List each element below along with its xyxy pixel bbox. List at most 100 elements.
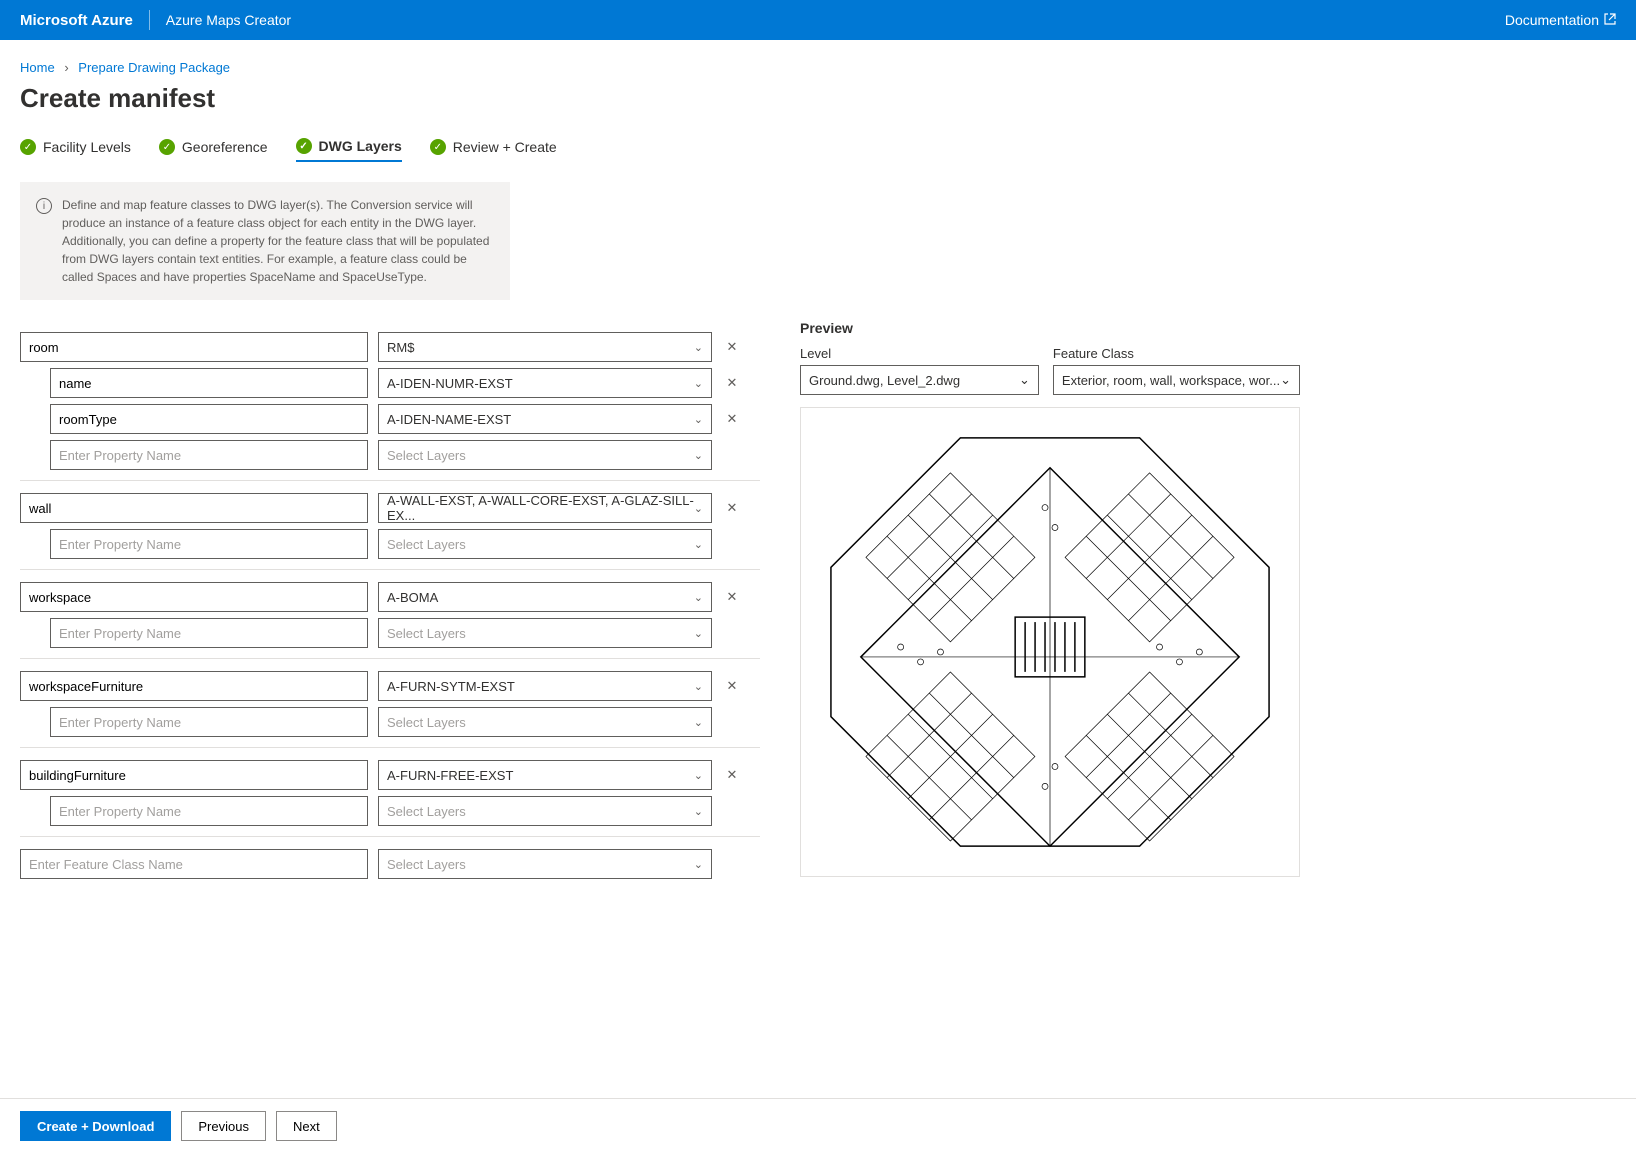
select-value: A-BOMA [387,590,438,605]
layers-select[interactable]: A-BOMA⌄ [378,582,712,612]
next-button[interactable]: Next [276,1111,337,1141]
name-input-empty[interactable] [50,796,368,826]
chevron-down-icon: ⌄ [694,769,703,782]
breadcrumb-home[interactable]: Home [20,60,55,75]
feature-class-row: A-WALL-EXST, A-WALL-CORE-EXST, A-GLAZ-SI… [20,493,760,523]
name-input[interactable] [20,671,368,701]
documentation-link[interactable]: Documentation [1505,12,1616,28]
layers-select[interactable]: Select Layers⌄ [378,849,712,879]
info-box: i Define and map feature classes to DWG … [20,182,510,300]
floor-plan-preview [800,407,1300,877]
chevron-down-icon: ⌄ [694,502,703,515]
preview-fc-label: Feature Class [1053,346,1300,361]
check-icon: ✓ [296,138,312,154]
tab-dwg-layers[interactable]: ✓DWG Layers [296,138,402,162]
header-divider [149,10,150,30]
remove-button[interactable]: ✕ [722,373,742,393]
feature-class-row: A-FURN-SYTM-EXST⌄ ✕ [20,671,760,701]
floor-plan-svg [801,408,1299,876]
layers-select[interactable]: Select Layers ⌄ [378,796,712,826]
select-value: RM$ [387,340,414,355]
brand-name: Microsoft Azure [20,12,133,29]
breadcrumb: Home › Prepare Drawing Package [20,60,1616,75]
select-value: A-WALL-EXST, A-WALL-CORE-EXST, A-GLAZ-SI… [387,493,694,523]
info-text: Define and map feature classes to DWG la… [62,196,494,286]
property-row: A-IDEN-NUMR-EXST⌄ ✕ [20,368,760,398]
name-input[interactable] [20,493,368,523]
chevron-down-icon: ⌄ [694,538,703,551]
select-value: Select Layers [387,448,466,463]
remove-button[interactable]: ✕ [722,498,742,518]
preview-fc-select[interactable]: Exterior, room, wall, workspace, wor... … [1053,365,1300,395]
name-input[interactable] [20,332,368,362]
preview-level-label: Level [800,346,1039,361]
feature-class-row: A-BOMA⌄ ✕ [20,582,760,612]
layers-select[interactable]: Select Layers ⌄ [378,529,712,559]
preview-level-select[interactable]: Ground.dwg, Level_2.dwg ⌄ [800,365,1039,395]
name-input-empty[interactable] [50,529,368,559]
feature-class-block: A-BOMA⌄ ✕ Select Layers⌄ [20,569,760,658]
page-title: Create manifest [20,83,1616,114]
name-input-empty[interactable] [50,618,368,648]
feature-class-block: A-WALL-EXST, A-WALL-CORE-EXST, A-GLAZ-SI… [20,480,760,569]
chevron-down-icon: ⌄ [1280,372,1291,388]
remove-button[interactable]: ✕ [722,337,742,357]
feature-class-block: A-FURN-FREE-EXST ⌄ ✕ Select Layers ⌄ [20,747,760,836]
select-value: Select Layers [387,804,466,819]
azure-top-bar: Microsoft Azure Azure Maps Creator Docum… [0,0,1636,40]
chevron-down-icon: ⌄ [694,449,703,462]
chevron-down-icon: ⌄ [694,858,703,871]
name-input[interactable] [20,582,368,612]
feature-class-row: RM$ ⌄ ✕ [20,332,760,362]
tab-georeference[interactable]: ✓Georeference [159,139,268,161]
remove-button[interactable]: ✕ [722,676,742,696]
tab-label: Facility Levels [43,139,131,155]
tab-label: Review + Create [453,139,557,155]
property-row-empty: Select Layers⌄ [20,707,760,737]
breadcrumb-separator: › [64,60,68,75]
name-input-empty[interactable] [50,707,368,737]
name-input[interactable] [50,368,368,398]
property-row: A-IDEN-NAME-EXST⌄ ✕ [20,404,760,434]
select-value: Select Layers [387,537,466,552]
chevron-down-icon: ⌄ [694,680,703,693]
previous-button[interactable]: Previous [181,1111,266,1141]
tab-review-create[interactable]: ✓ Review + Create [430,139,557,161]
check-icon: ✓ [430,139,446,155]
layers-select[interactable]: A-FURN-FREE-EXST ⌄ [378,760,712,790]
chevron-down-icon: ⌄ [694,716,703,729]
tab-facility-levels[interactable]: ✓ Facility Levels [20,139,131,161]
feature-class-form: RM$⌄✕A-IDEN-NUMR-EXST⌄✕A-IDEN-NAME-EXST⌄… [20,320,760,889]
external-link-icon [1604,12,1616,28]
layers-select[interactable]: Select Layers ⌄ [378,440,712,470]
layers-select[interactable]: A-IDEN-NAME-EXST⌄ [378,404,712,434]
name-input-empty[interactable] [20,849,368,879]
select-value: A-IDEN-NAME-EXST [387,412,511,427]
layers-select[interactable]: Select Layers⌄ [378,707,712,737]
layers-select[interactable]: RM$ ⌄ [378,332,712,362]
feature-class-row: A-FURN-FREE-EXST ⌄ ✕ [20,760,760,790]
chevron-down-icon: ⌄ [694,341,703,354]
name-input-empty[interactable] [50,440,368,470]
create-download-button[interactable]: Create + Download [20,1111,171,1141]
preview-level-value: Ground.dwg, Level_2.dwg [809,373,960,388]
name-input[interactable] [20,760,368,790]
info-icon: i [36,198,52,214]
documentation-label: Documentation [1505,12,1599,28]
layers-select[interactable]: Select Layers⌄ [378,618,712,648]
check-icon: ✓ [20,139,36,155]
name-input[interactable] [50,404,368,434]
layers-select[interactable]: A-IDEN-NUMR-EXST⌄ [378,368,712,398]
layers-select[interactable]: A-FURN-SYTM-EXST⌄ [378,671,712,701]
check-icon: ✓ [159,139,175,155]
breadcrumb-current[interactable]: Prepare Drawing Package [78,60,230,75]
remove-button[interactable]: ✕ [722,409,742,429]
layers-select[interactable]: A-WALL-EXST, A-WALL-CORE-EXST, A-GLAZ-SI… [378,493,712,523]
chevron-down-icon: ⌄ [694,805,703,818]
feature-class-block: RM$⌄✕A-IDEN-NUMR-EXST⌄✕A-IDEN-NAME-EXST⌄… [20,320,760,480]
remove-button[interactable]: ✕ [722,765,742,785]
property-row-empty: Select Layers⌄ [20,618,760,648]
select-value: A-FURN-FREE-EXST [387,768,513,783]
remove-button[interactable]: ✕ [722,587,742,607]
feature-class-row-empty: Select Layers⌄ [20,849,760,879]
